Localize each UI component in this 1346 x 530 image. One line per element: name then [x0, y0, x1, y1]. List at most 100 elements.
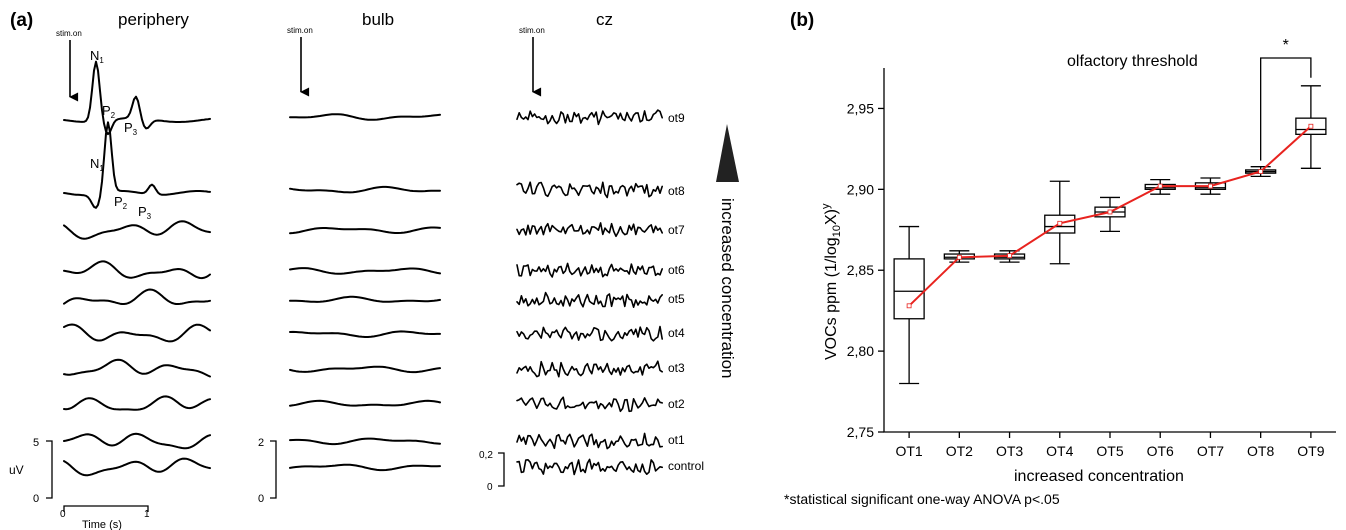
time-axis: 0 1 Time (s)	[60, 505, 150, 530]
box-OT1	[893, 225, 925, 385]
periphery-trace-ot1	[63, 432, 211, 450]
significance-star: *	[1283, 37, 1289, 54]
time-axis-label: Time (s)	[82, 519, 122, 530]
chart-title: olfactory threshold	[1067, 53, 1198, 70]
mean-point-OT8	[1258, 169, 1264, 174]
x-tick-label: OT6	[1147, 443, 1174, 459]
mean-point-OT1	[906, 303, 912, 309]
y-tick-label: 2,75	[847, 424, 874, 440]
panel-a-label: (a)	[10, 10, 33, 31]
x-tick-label: OT5	[1096, 443, 1123, 459]
time-tick-0: 0	[60, 509, 66, 520]
bulb-trace-ot3	[289, 365, 441, 374]
x-tick-label: OT8	[1247, 443, 1274, 459]
x-tick-label: OT2	[946, 443, 973, 459]
y-tick-label: 2,90	[847, 181, 874, 197]
periphery-scale: 5 0 uV	[9, 437, 53, 505]
significance-bracket: *	[1260, 37, 1312, 161]
cz-trace-ot9	[516, 109, 663, 126]
cz-traces	[516, 109, 663, 476]
mean-point-OT4	[1057, 220, 1063, 226]
trace-label-ot3: ot3	[668, 361, 685, 375]
peak-labels-ot8: N1 P2 P3	[90, 156, 152, 221]
cz-trace-ot5	[516, 291, 663, 308]
y-tick-label: 2,85	[847, 262, 874, 278]
y-axis-label: VOCs ppm (1/log10X)y	[820, 203, 843, 360]
periphery-scale-unit: uV	[9, 463, 24, 477]
y-tick-label: 2,95	[847, 100, 874, 116]
trace-label-ot2: ot2	[668, 397, 685, 411]
mean-point-OT9	[1308, 123, 1314, 129]
mean-point-OT5	[1107, 209, 1113, 215]
cz-trace-control	[516, 458, 663, 476]
trace-label-ot1: ot1	[668, 433, 685, 447]
bulb-trace-ot2	[289, 399, 441, 407]
cz-trace-ot1	[516, 432, 663, 450]
periphery-trace-ot8	[63, 121, 211, 209]
bulb-scale-bottom: 0	[258, 493, 264, 505]
cz-trace-ot3	[516, 360, 663, 378]
bulb-trace-ot1	[289, 437, 441, 446]
cz-scale-bottom: 0	[487, 482, 493, 493]
peak-n1-ot9: N1	[90, 48, 104, 65]
y-tick-label: 2,80	[847, 343, 874, 359]
panel-b-label: (b)	[790, 10, 814, 31]
bulb-traces	[289, 113, 441, 472]
significance-bracket-line	[1260, 57, 1312, 161]
trace-label-ot6: ot6	[668, 263, 685, 277]
cz-scale-top: 0,2	[479, 450, 493, 461]
periphery-trace-ot2	[63, 395, 211, 411]
periphery-trace-ot7	[63, 220, 211, 240]
periphery-stim-label: stim.on	[56, 29, 82, 38]
peak-n1-ot8: N1	[90, 156, 104, 173]
concentration-caption: increased concentration	[718, 198, 737, 379]
cz-trace-ot8	[516, 181, 663, 199]
trace-label-ot9: ot9	[668, 111, 685, 125]
panel-a: (a) periphery bulb cz stim.on stim.on st…	[9, 10, 739, 530]
periphery-traces	[63, 60, 211, 477]
periphery-trace-ot4	[63, 323, 211, 343]
peak-p2-ot8: P2	[114, 194, 128, 211]
x-tick-label: OT1	[895, 443, 922, 459]
periphery-title: periphery	[118, 10, 189, 29]
cz-trace-ot2	[516, 396, 663, 413]
cz-scale: 0,2 0	[479, 450, 505, 493]
time-tick-1: 1	[144, 509, 150, 520]
bulb-stim-label: stim.on	[287, 26, 313, 35]
cz-title: cz	[596, 10, 613, 29]
cz-trace-ot4	[516, 325, 663, 342]
periphery-scale-bottom: 0	[33, 493, 39, 505]
chart-mean-series	[906, 123, 1314, 309]
bulb-trace-ot4	[289, 330, 441, 338]
mean-point-OT3	[1007, 253, 1012, 259]
trace-label-control: control	[668, 459, 704, 473]
concentration-wedge	[716, 124, 739, 182]
bulb-trace-ot5	[289, 295, 441, 303]
mean-point-OT6	[1157, 183, 1163, 189]
x-tick-label: OT7	[1197, 443, 1224, 459]
trace-label-ot7: ot7	[668, 223, 685, 237]
mean-point-OT2	[956, 254, 962, 260]
peak-p3-ot8: P3	[138, 204, 152, 221]
mean-point-OT7	[1208, 183, 1213, 189]
periphery-trace-control	[63, 457, 211, 477]
periphery-scale-top: 5	[33, 437, 39, 449]
panel-b: (b) olfactory threshold VOCs ppm (1/log1…	[784, 10, 1336, 507]
cz-trace-ot7	[516, 222, 663, 238]
periphery-trace-ot5	[63, 288, 211, 305]
x-tick-label: OT4	[1046, 443, 1073, 459]
bulb-trace-ot7	[289, 226, 441, 235]
periphery-trace-ot3	[63, 358, 211, 378]
footnote: *statistical significant one-way ANOVA p…	[784, 491, 1060, 507]
x-axis-label: increased concentration	[1014, 468, 1184, 485]
bulb-scale: 2 0	[258, 437, 277, 505]
bulb-trace-ot9	[289, 113, 441, 121]
trace-label-ot4: ot4	[668, 326, 685, 340]
x-tick-label: OT9	[1297, 443, 1324, 459]
bulb-title: bulb	[362, 10, 394, 29]
periphery-trace-ot9	[63, 60, 211, 136]
bulb-scale-top: 2	[258, 437, 264, 449]
peak-p3-ot9: P3	[124, 120, 138, 137]
iqr-box	[893, 258, 925, 320]
